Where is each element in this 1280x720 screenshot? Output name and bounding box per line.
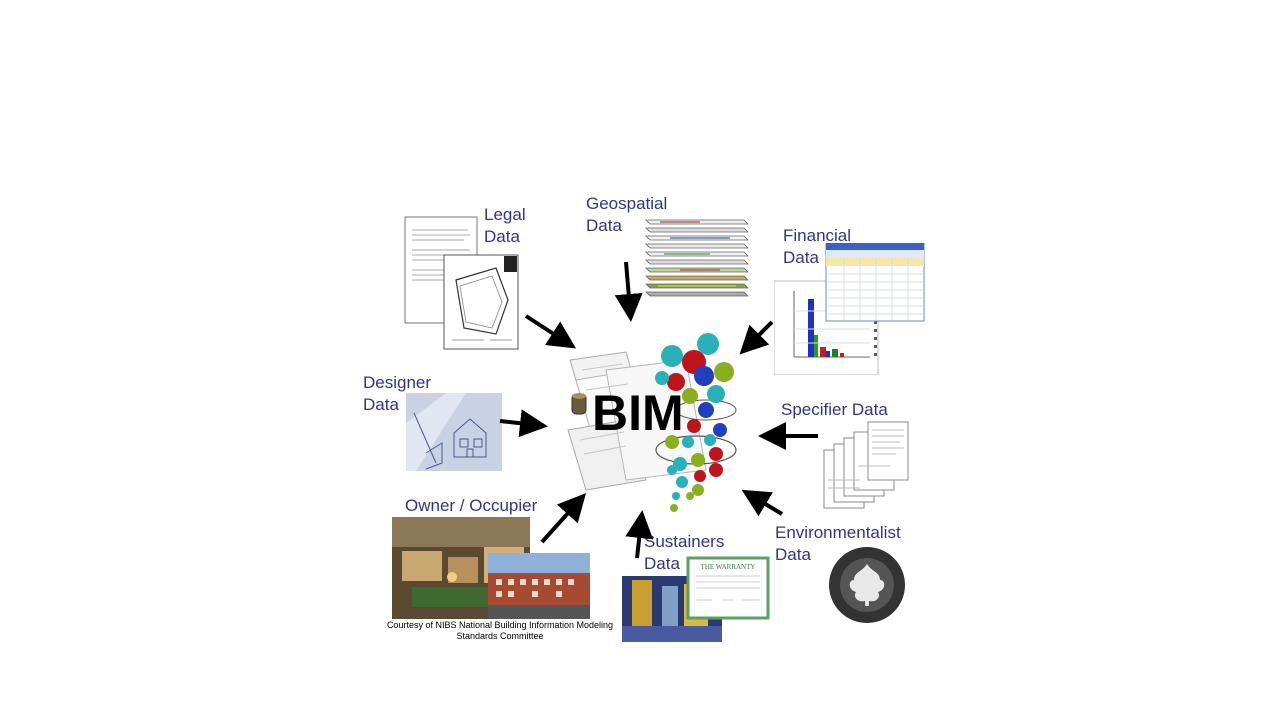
bim-spheres	[655, 333, 734, 512]
designer-data-label: Designer Data	[363, 373, 432, 414]
geospatial-layers-image	[640, 212, 750, 302]
arrow-legal	[524, 314, 577, 349]
geospatial-data-label: Geospatial Data	[586, 194, 668, 235]
sustainers-data-label: Sustainers Data	[644, 532, 725, 573]
designer-sketch-image	[406, 393, 502, 471]
specifier-data-label: Specifier Data	[781, 400, 888, 419]
financial-spreadsheet-chart-image	[773, 242, 926, 376]
arrow-environmentalist	[741, 489, 784, 517]
bim-central-model: BIM	[566, 330, 756, 520]
owner-buildings-photo	[392, 517, 590, 619]
financial-data-label: Financial Data	[783, 226, 852, 267]
usgbc-seal-logo	[828, 546, 906, 624]
bim-center-label: BIM	[592, 385, 684, 441]
legal-documents-image	[404, 216, 520, 352]
environmentalist-data-label: Environmentalist Data	[775, 523, 901, 564]
owner-occupier-label: Owner / Occupier	[405, 496, 538, 515]
arrow-geospatial	[614, 261, 643, 322]
sustainers-images: THE WARRANTY	[622, 556, 770, 642]
arrow-owner	[540, 493, 587, 544]
image-credit: Courtesy of NIBS National Building Infor…	[386, 620, 614, 641]
legal-data-label: Legal Data	[484, 205, 526, 246]
specifier-documents-image	[822, 420, 910, 512]
arrow-designer	[499, 409, 548, 438]
arrow-sustainers	[625, 510, 654, 559]
warranty-title: THE WARRANTY	[700, 563, 756, 571]
arrow-financial	[739, 320, 774, 355]
